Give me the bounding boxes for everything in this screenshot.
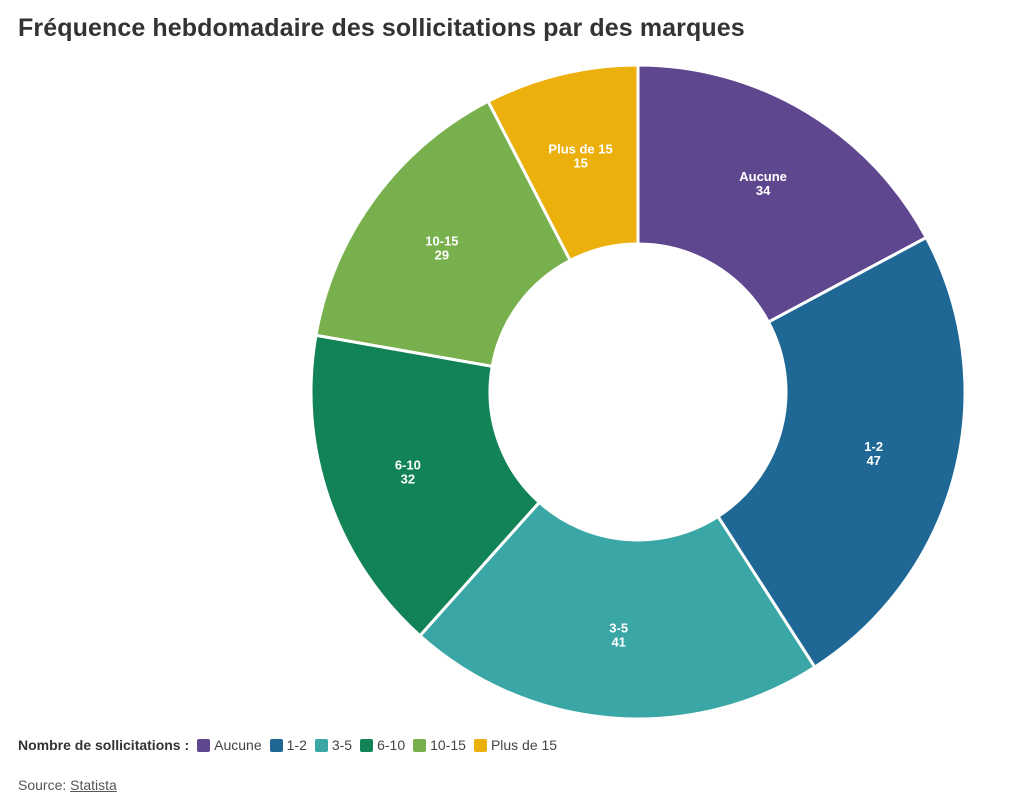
slice-6-10[interactable] (309, 333, 541, 638)
legend-label: 1-2 (286, 737, 307, 753)
slice-10-15[interactable] (314, 99, 572, 368)
legend-swatch (197, 738, 211, 752)
slice-label-1-2: 1-2 47 (864, 439, 883, 468)
legend-label: Plus de 15 (490, 737, 558, 753)
slice-label-aucune: Aucune 34 (739, 169, 787, 198)
slice-label-plus-de-15: Plus de 15 15 (548, 141, 612, 170)
slice-labels-group: Aucune 34 1-2 47 3-5 41 6-10 32 10-15 29 Plus de 1… (395, 141, 883, 649)
legend-swatch (314, 738, 328, 752)
slice-3-5[interactable] (418, 500, 817, 721)
slice-label-6-10: 6-10 32 (395, 458, 421, 487)
legend-label: Aucune (214, 737, 262, 753)
slices-group (309, 63, 967, 721)
legend-item-1-2[interactable]: 1-2 (269, 737, 307, 753)
legend-swatch (269, 738, 283, 752)
legend-item-3-5[interactable]: 3-5 (314, 737, 353, 753)
legend-item-aucune[interactable]: Aucune (197, 737, 262, 753)
source-note: Source: Statista (18, 777, 117, 793)
slice-label-10-15: 10-15 29 (425, 234, 458, 263)
donut-chart: Aucune 34 1-2 47 3-5 41 6-10 32 10-15 29 Plus de 1… (309, 63, 967, 721)
legend-item-10-15[interactable]: 10-15 (413, 737, 466, 753)
slice-aucune[interactable] (636, 63, 928, 324)
legend: Nombre de sollicitations : Aucune 1-2 3-5 6… (18, 737, 565, 753)
legend-swatch (473, 738, 487, 752)
legend-item-6-10[interactable]: 6-10 (360, 737, 405, 753)
legend-swatch (413, 738, 427, 752)
legend-label: 10-15 (430, 737, 466, 753)
slice-1-2[interactable] (716, 236, 967, 669)
legend-label: 6-10 (377, 737, 406, 753)
chart-title: Fréquence hebdomadaire des sollicitation… (18, 14, 745, 42)
legend-item-plus-de-15[interactable]: Plus de 15 (473, 737, 558, 753)
slice-plus-de-15[interactable] (486, 63, 640, 262)
legend-title: Nombre de sollicitations : (18, 737, 190, 753)
legend-swatch (360, 738, 374, 752)
slice-label-3-5: 3-5 41 (609, 621, 628, 650)
source-label: Source: (18, 777, 67, 793)
source-link[interactable]: Statista (70, 777, 117, 793)
legend-label: 3-5 (331, 737, 353, 753)
